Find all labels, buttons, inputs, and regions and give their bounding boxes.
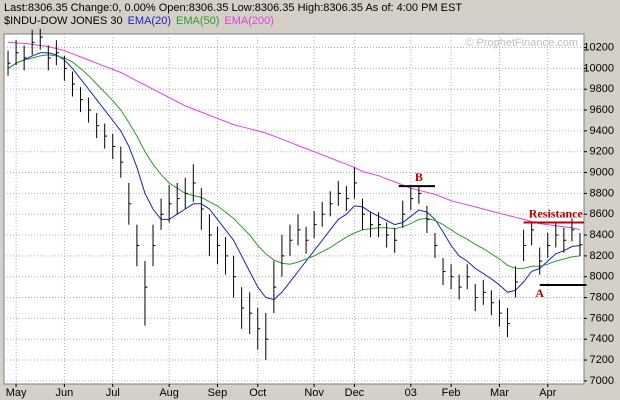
x-tick-label: Jun [56,387,74,399]
annotation-label: Resistance [529,206,584,220]
ema-line [7,52,581,301]
y-tick-label: 8000 [590,271,614,283]
y-tick-label: 8200 [590,250,614,262]
annotation-label: B [415,170,423,184]
x-tick-label: 03 [405,387,417,399]
annotation-label: A [535,286,544,300]
y-tick-label: 7000 [590,375,614,387]
y-tick-label: 10200 [583,41,614,53]
x-tick-label: May [6,387,27,399]
x-tick-label: Oct [249,387,266,399]
y-tick-label: 9000 [590,166,614,178]
x-tick-label: Jul [106,387,120,399]
x-tick-label: Dec [345,387,365,399]
y-tick-label: 9400 [590,125,614,137]
quote-header: Last:8306.35 Change:0, 0.00% Open:8306.3… [4,2,462,14]
y-tick-label: 7600 [590,312,614,324]
watermark: © ProphetFinance.com [465,37,578,49]
y-tick-label: 7200 [590,354,614,366]
y-tick-label: 9200 [590,146,614,158]
x-tick-label: Feb [442,387,461,399]
y-tick-label: 10000 [583,62,614,74]
y-tick-label: 8400 [590,229,614,241]
x-tick-label: Nov [304,387,324,399]
legend-entry: $INDU-DOW JONES 30 [4,15,123,27]
ema-line [7,54,581,269]
legend-entry: EMA(50) [176,15,219,27]
plot-area [3,33,585,385]
legend-entry: EMA(20) [128,15,171,27]
ema-line [7,41,581,231]
y-tick-label: 9600 [590,104,614,116]
x-tick-label: Apr [539,387,556,399]
x-tick-label: Mar [490,387,509,399]
x-tick-label: Aug [159,387,179,399]
y-tick-label: 7400 [590,333,614,345]
y-tick-label: 7800 [590,291,614,303]
x-tick-label: Sep [208,387,228,399]
y-tick-label: 9800 [590,83,614,95]
y-tick-label: 8600 [590,208,614,220]
legend-entry: EMA(200) [224,15,274,27]
y-tick-label: 8800 [590,187,614,199]
